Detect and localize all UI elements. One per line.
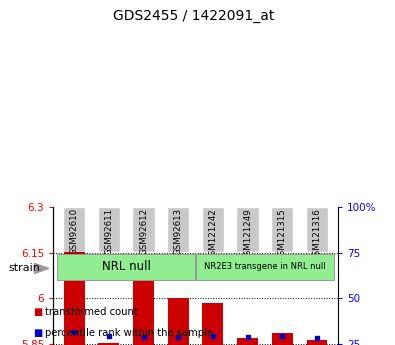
Bar bbox=[237, 338, 258, 345]
Text: NRL null: NRL null bbox=[102, 260, 150, 273]
Bar bbox=[168, 298, 188, 345]
Polygon shape bbox=[34, 263, 49, 274]
FancyBboxPatch shape bbox=[57, 254, 195, 280]
Text: percentile rank within the sample: percentile rank within the sample bbox=[45, 328, 213, 338]
Text: GSM92612: GSM92612 bbox=[139, 208, 148, 255]
Bar bbox=[203, 303, 223, 345]
FancyBboxPatch shape bbox=[132, 207, 154, 252]
FancyBboxPatch shape bbox=[98, 207, 120, 252]
FancyBboxPatch shape bbox=[237, 207, 259, 252]
Bar bbox=[98, 343, 119, 345]
Bar bbox=[64, 208, 85, 345]
Text: ■: ■ bbox=[34, 328, 43, 338]
FancyBboxPatch shape bbox=[63, 207, 85, 252]
Text: GSM121315: GSM121315 bbox=[278, 208, 287, 261]
Text: GSM121316: GSM121316 bbox=[312, 208, 322, 261]
Bar bbox=[307, 339, 327, 345]
Text: GSM92611: GSM92611 bbox=[104, 208, 113, 255]
Text: transformed count: transformed count bbox=[45, 307, 138, 317]
Text: ■: ■ bbox=[34, 307, 43, 317]
FancyBboxPatch shape bbox=[167, 207, 189, 252]
FancyBboxPatch shape bbox=[271, 207, 293, 252]
Text: GSM121249: GSM121249 bbox=[243, 208, 252, 261]
Text: GDS2455 / 1422091_at: GDS2455 / 1422091_at bbox=[113, 9, 274, 23]
Text: GSM92613: GSM92613 bbox=[174, 208, 182, 255]
Text: GSM121242: GSM121242 bbox=[209, 208, 217, 261]
FancyBboxPatch shape bbox=[202, 207, 224, 252]
Text: strain: strain bbox=[9, 264, 41, 273]
Bar bbox=[133, 280, 154, 345]
FancyBboxPatch shape bbox=[196, 254, 334, 280]
FancyBboxPatch shape bbox=[306, 207, 328, 252]
Bar bbox=[272, 334, 293, 345]
Text: NR2E3 transgene in NRL null: NR2E3 transgene in NRL null bbox=[204, 262, 326, 271]
Text: GSM92610: GSM92610 bbox=[70, 208, 79, 255]
